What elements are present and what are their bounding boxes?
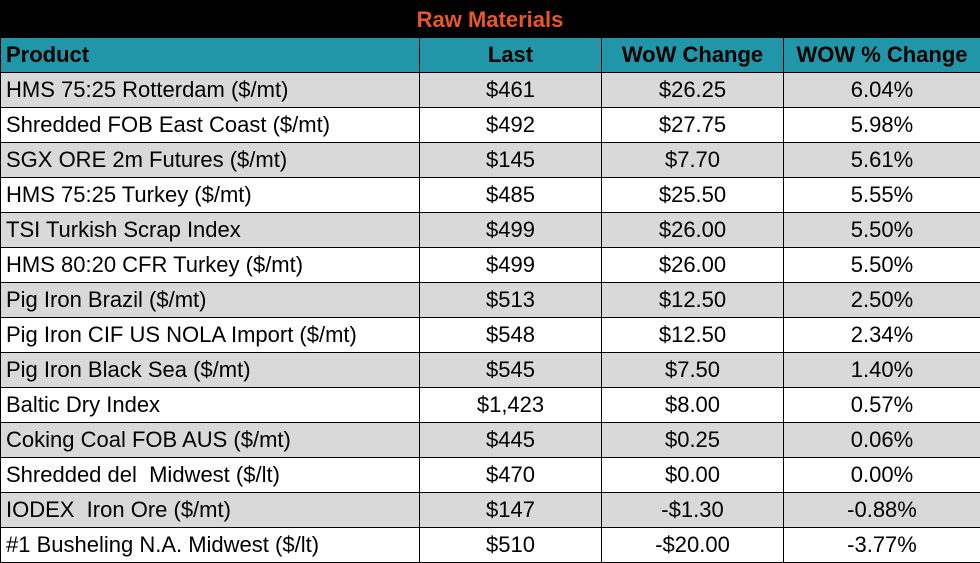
header-row: Product Last WoW Change WOW % Change: [0, 37, 980, 73]
table-row: HMS 75:25 Turkey ($/mt) $485 $25.50 5.55%: [0, 177, 980, 213]
cell-last: $470: [419, 457, 602, 493]
cell-wow-change: $8.00: [601, 387, 784, 423]
cell-product: Shredded FOB East Coast ($/mt): [0, 107, 420, 143]
table-row: TSI Turkish Scrap Index $499 $26.00 5.50%: [0, 212, 980, 248]
cell-wow-pct-change: 2.34%: [783, 317, 980, 353]
cell-product: Baltic Dry Index: [0, 387, 420, 423]
cell-wow-change: $0.00: [601, 457, 784, 493]
header-product: Product: [0, 37, 420, 73]
cell-last: $461: [419, 72, 602, 108]
cell-wow-pct-change: 0.57%: [783, 387, 980, 423]
cell-wow-change: $25.50: [601, 177, 784, 213]
raw-materials-table: Product Last WoW Change WOW % Change HMS…: [0, 37, 980, 563]
table-row: Pig Iron Brazil ($/mt) $513 $12.50 2.50%: [0, 282, 980, 318]
header-last: Last: [419, 37, 602, 73]
cell-last: $445: [419, 422, 602, 458]
cell-wow-pct-change: 1.40%: [783, 352, 980, 388]
cell-wow-pct-change: 0.00%: [783, 457, 980, 493]
cell-product: HMS 75:25 Rotterdam ($/mt): [0, 72, 420, 108]
cell-wow-change: $26.00: [601, 212, 784, 248]
cell-wow-pct-change: 0.06%: [783, 422, 980, 458]
table-row: Coking Coal FOB AUS ($/mt) $445 $0.25 0.06%: [0, 422, 980, 458]
cell-product: Pig Iron Black Sea ($/mt): [0, 352, 420, 388]
table-row: Pig Iron CIF US NOLA Import ($/mt) $548 $1…: [0, 317, 980, 353]
cell-wow-change: $26.25: [601, 72, 784, 108]
table-row: Shredded FOB East Coast ($/mt) $492 $27.75…: [0, 107, 980, 143]
table-body: HMS 75:25 Rotterdam ($/mt) $461 $26.25 6.04…: [0, 72, 980, 563]
cell-last: $510: [419, 527, 602, 563]
cell-product: TSI Turkish Scrap Index: [0, 212, 420, 248]
table-row: HMS 75:25 Rotterdam ($/mt) $461 $26.25 6.04…: [0, 72, 980, 108]
header-wow-pct-change: WOW % Change: [783, 37, 980, 73]
cell-last: $147: [419, 492, 602, 528]
cell-wow-change: -$1.30: [601, 492, 784, 528]
cell-last: $1,423: [419, 387, 602, 423]
cell-last: $548: [419, 317, 602, 353]
cell-wow-change: $7.50: [601, 352, 784, 388]
table-row: Shredded del Midwest ($/lt) $470 $0.00 0.00…: [0, 457, 980, 493]
cell-last: $485: [419, 177, 602, 213]
cell-product: Shredded del Midwest ($/lt): [0, 457, 420, 493]
cell-wow-change: $27.75: [601, 107, 784, 143]
cell-last: $513: [419, 282, 602, 318]
cell-last: $545: [419, 352, 602, 388]
cell-product: IODEX Iron Ore ($/mt): [0, 492, 420, 528]
cell-wow-pct-change: -3.77%: [783, 527, 980, 563]
cell-wow-change: $0.25: [601, 422, 784, 458]
cell-product: HMS 80:20 CFR Turkey ($/mt): [0, 247, 420, 283]
cell-wow-pct-change: 5.61%: [783, 142, 980, 178]
table-row: Baltic Dry Index $1,423 $8.00 0.57%: [0, 387, 980, 423]
cell-wow-change: $12.50: [601, 317, 784, 353]
cell-last: $145: [419, 142, 602, 178]
cell-wow-pct-change: 6.04%: [783, 72, 980, 108]
cell-wow-change: -$20.00: [601, 527, 784, 563]
cell-last: $499: [419, 212, 602, 248]
header-wow-change: WoW Change: [601, 37, 784, 73]
cell-last: $499: [419, 247, 602, 283]
cell-product: HMS 75:25 Turkey ($/mt): [0, 177, 420, 213]
cell-wow-pct-change: 5.55%: [783, 177, 980, 213]
cell-product: Pig Iron CIF US NOLA Import ($/mt): [0, 317, 420, 353]
cell-last: $492: [419, 107, 602, 143]
cell-wow-change: $26.00: [601, 247, 784, 283]
cell-wow-change: $7.70: [601, 142, 784, 178]
cell-wow-pct-change: 2.50%: [783, 282, 980, 318]
cell-wow-pct-change: 5.50%: [783, 247, 980, 283]
cell-product: Coking Coal FOB AUS ($/mt): [0, 422, 420, 458]
table-row: Pig Iron Black Sea ($/mt) $545 $7.50 1.40%: [0, 352, 980, 388]
cell-product: SGX ORE 2m Futures ($/mt): [0, 142, 420, 178]
table-row: #1 Busheling N.A. Midwest ($/lt) $510 -$20…: [0, 527, 980, 563]
cell-product: Pig Iron Brazil ($/mt): [0, 282, 420, 318]
table-title: Raw Materials: [0, 0, 980, 37]
table-row: IODEX Iron Ore ($/mt) $147 -$1.30 -0.88%: [0, 492, 980, 528]
cell-wow-pct-change: -0.88%: [783, 492, 980, 528]
cell-product: #1 Busheling N.A. Midwest ($/lt): [0, 527, 420, 563]
table-row: SGX ORE 2m Futures ($/mt) $145 $7.70 5.61%: [0, 142, 980, 178]
cell-wow-pct-change: 5.98%: [783, 107, 980, 143]
cell-wow-change: $12.50: [601, 282, 784, 318]
table-row: HMS 80:20 CFR Turkey ($/mt) $499 $26.00 5.5…: [0, 247, 980, 283]
cell-wow-pct-change: 5.50%: [783, 212, 980, 248]
